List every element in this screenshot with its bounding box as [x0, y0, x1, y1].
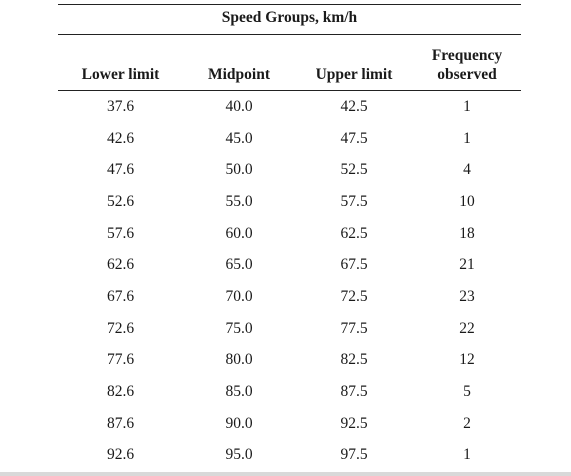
column-header-lower-limit: Lower limit: [81, 66, 160, 83]
cell-lower-limit: 47.6: [106, 161, 135, 179]
table-row: 47.6 50.0 52.5 4: [58, 154, 521, 186]
cell-midpoint: 70.0: [225, 287, 253, 305]
cell-frequency-observed: 1: [463, 129, 471, 147]
column-header-midpoint: Midpoint: [207, 66, 270, 83]
cell-frequency-observed: 1: [463, 446, 471, 464]
speed-groups-table: Speed Groups, km/h Lower limit Midpoint …: [58, 4, 521, 471]
cell-upper-limit: 92.5: [340, 414, 368, 432]
cell-lower-limit: 92.6: [106, 446, 135, 464]
table-row: 67.6 70.0 72.5 23: [58, 281, 521, 313]
cell-midpoint: 65.0: [225, 256, 253, 274]
cell-upper-limit: 72.5: [340, 287, 368, 305]
cell-upper-limit: 62.5: [340, 224, 368, 242]
group-title-rule: [58, 34, 521, 35]
cell-upper-limit: 87.5: [340, 383, 368, 401]
cell-lower-limit: 82.6: [106, 383, 135, 401]
cell-lower-limit: 87.6: [106, 414, 135, 432]
cell-lower-limit: 62.6: [106, 256, 135, 274]
cell-upper-limit: 47.5: [340, 129, 368, 147]
cell-frequency-observed: 21: [459, 256, 475, 274]
cell-frequency-observed: 5: [463, 383, 471, 401]
cell-frequency-observed: 1: [463, 97, 471, 115]
table-row: 37.6 40.0 42.5 1: [58, 91, 521, 123]
cell-upper-limit: 67.5: [340, 256, 368, 274]
header-row: Lower limit Midpoint Upper limit Frequen…: [58, 35, 521, 90]
table-row: 77.6 80.0 82.5 12: [58, 345, 521, 377]
column-header-upper-limit: Upper limit: [315, 66, 393, 83]
cell-upper-limit: 97.5: [340, 446, 368, 464]
cell-midpoint: 55.0: [225, 192, 253, 210]
table-row: 52.6 55.0 57.5 10: [58, 186, 521, 218]
cell-midpoint: 85.0: [225, 383, 253, 401]
cell-lower-limit: 42.6: [106, 129, 135, 147]
table-row: 72.6 75.0 77.5 22: [58, 313, 521, 345]
cell-midpoint: 50.0: [225, 161, 253, 179]
cell-frequency-observed: 12: [459, 351, 475, 369]
cell-lower-limit: 67.6: [106, 287, 135, 305]
cell-midpoint: 75.0: [225, 319, 253, 337]
cell-frequency-observed: 10: [459, 192, 475, 210]
cell-midpoint: 60.0: [225, 224, 253, 242]
cell-midpoint: 80.0: [225, 351, 253, 369]
column-header-frequency-observed: Frequency observed: [431, 47, 503, 83]
cell-frequency-observed: 4: [463, 161, 471, 179]
cell-lower-limit: 77.6: [106, 351, 135, 369]
table-row: 92.6 95.0 97.5 1: [58, 440, 521, 472]
cell-midpoint: 45.0: [225, 129, 253, 147]
cell-lower-limit: 37.6: [106, 97, 135, 115]
table-row: 57.6 60.0 62.5 18: [58, 218, 521, 250]
cell-lower-limit: 72.6: [106, 319, 135, 337]
cell-upper-limit: 77.5: [340, 319, 368, 337]
cell-midpoint: 95.0: [225, 446, 253, 464]
table-row: 42.6 45.0 47.5 1: [58, 123, 521, 155]
table-row: 62.6 65.0 67.5 21: [58, 249, 521, 281]
cell-frequency-observed: 23: [459, 287, 475, 305]
group-title: Speed Groups, km/h: [221, 9, 358, 26]
cell-midpoint: 40.0: [225, 97, 253, 115]
header-rule: [58, 90, 521, 91]
table-row: 82.6 85.0 87.5 5: [58, 376, 521, 408]
cell-upper-limit: 42.5: [340, 97, 368, 115]
top-rule: [58, 4, 521, 5]
bottom-edge: [0, 472, 571, 476]
cell-midpoint: 90.0: [225, 414, 253, 432]
cell-upper-limit: 57.5: [340, 192, 368, 210]
cell-upper-limit: 52.5: [340, 161, 368, 179]
cell-lower-limit: 52.6: [106, 192, 135, 210]
cell-frequency-observed: 2: [463, 414, 471, 432]
cell-frequency-observed: 22: [459, 319, 475, 337]
cell-upper-limit: 82.5: [340, 351, 368, 369]
cell-lower-limit: 57.6: [106, 224, 135, 242]
table-body: 37.6 40.0 42.5 1 42.6 45.0 47.5 1 47.6 50.0 52.5 4 5…: [58, 91, 521, 471]
cell-frequency-observed: 18: [459, 224, 475, 242]
table-row: 87.6 90.0 92.5 2: [58, 408, 521, 440]
